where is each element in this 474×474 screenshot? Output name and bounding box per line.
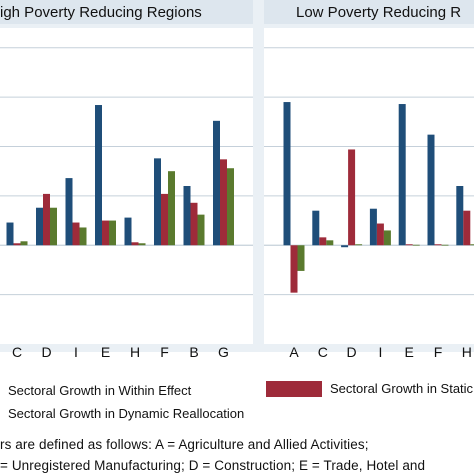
panel-right: Low Poverty Reducing R A C D I E F H — [264, 0, 474, 360]
bar-within-H — [456, 186, 464, 246]
bar-dynamic-F — [168, 171, 175, 246]
bar-within-C — [312, 210, 320, 246]
bar-dynamic-I — [79, 227, 87, 246]
bar-dynamic-G — [227, 168, 234, 246]
bar-static-B — [190, 202, 198, 246]
bar-dynamic-C — [20, 241, 28, 246]
panel-left-plot-area — [0, 28, 253, 344]
bar-within-B — [183, 186, 191, 246]
bar-within-I — [65, 178, 73, 246]
panel-left-title: igh Poverty Reducing Regions — [0, 4, 202, 21]
x-tick-label: A — [289, 344, 299, 360]
legend-label-dynamic: Sectoral Growth in Dynamic Reallocation — [8, 406, 245, 421]
bar-static-D — [43, 193, 50, 246]
bar-within-E — [95, 105, 102, 246]
bar-dynamic-H — [470, 244, 474, 246]
bar-static-E — [405, 244, 413, 246]
x-tick-label: G — [218, 344, 229, 360]
x-tick-label: F — [434, 344, 443, 360]
x-tick-label: C — [318, 344, 328, 360]
bar-static-I — [376, 223, 384, 246]
panel-left: igh Poverty Reducing Regions C D I E H F B G — [0, 0, 253, 360]
bar-dynamic-D — [355, 244, 363, 246]
bar-static-A — [290, 245, 298, 293]
bar-static-F — [161, 193, 168, 246]
panel-right-title: Low Poverty Reducing R — [296, 4, 461, 21]
bar-dynamic-F — [441, 244, 449, 246]
note-line-1: rs are defined as follows: A = Agricultu… — [0, 437, 369, 452]
bar-dynamic-H — [138, 243, 146, 246]
bar-within-D — [36, 207, 43, 246]
bar-dynamic-A — [297, 245, 305, 271]
bar-dynamic-B — [197, 214, 205, 246]
bar-static-I — [72, 222, 80, 246]
bar-dynamic-I — [383, 230, 391, 246]
bar-static-G — [220, 159, 227, 246]
bar-within-F — [154, 158, 161, 246]
bar-static-E — [102, 220, 109, 246]
panel-left-title-strip — [0, 0, 253, 24]
x-tick-label: H — [130, 344, 140, 360]
bar-within-D — [341, 245, 349, 248]
bar-within-A — [283, 102, 291, 246]
bar-within-G — [213, 120, 220, 246]
x-tick-label: D — [347, 344, 357, 360]
panel-left-bars — [6, 105, 234, 246]
bar-dynamic-C — [326, 240, 334, 246]
panel-right-bars — [283, 102, 474, 293]
bar-dynamic-E — [109, 220, 116, 246]
panel-right-title-strip — [264, 0, 474, 24]
x-tick-label: I — [74, 344, 78, 360]
bar-static-C — [13, 243, 21, 246]
bar-within-H — [124, 217, 132, 246]
x-tick-label: E — [101, 344, 110, 360]
bar-within-F — [427, 134, 435, 246]
bar-static-F — [434, 244, 442, 246]
legend-key-static — [266, 381, 322, 397]
legend-label-within: Sectoral Growth in Within Effect — [8, 383, 192, 398]
x-tick-label: E — [405, 344, 414, 360]
x-tick-label: F — [160, 344, 169, 360]
x-tick-label: B — [189, 344, 198, 360]
bar-static-H — [463, 210, 471, 246]
legend-label-static: Sectoral Growth in Static — [330, 381, 474, 396]
bar-within-E — [398, 104, 406, 246]
bar-dynamic-D — [50, 207, 57, 246]
panel-right-plot-area — [264, 28, 474, 344]
x-tick-label: D — [41, 344, 51, 360]
x-tick-label: C — [12, 344, 22, 360]
bar-static-C — [319, 237, 327, 246]
x-tick-label: H — [462, 344, 472, 360]
bar-static-H — [131, 242, 139, 246]
bar-within-C — [6, 222, 14, 246]
bar-within-I — [369, 208, 377, 246]
note-line-2: = Unregistered Manufacturing; D = Constr… — [0, 458, 426, 473]
bar-dynamic-E — [412, 244, 420, 246]
bar-static-D — [348, 149, 356, 246]
x-tick-label: I — [378, 344, 382, 360]
